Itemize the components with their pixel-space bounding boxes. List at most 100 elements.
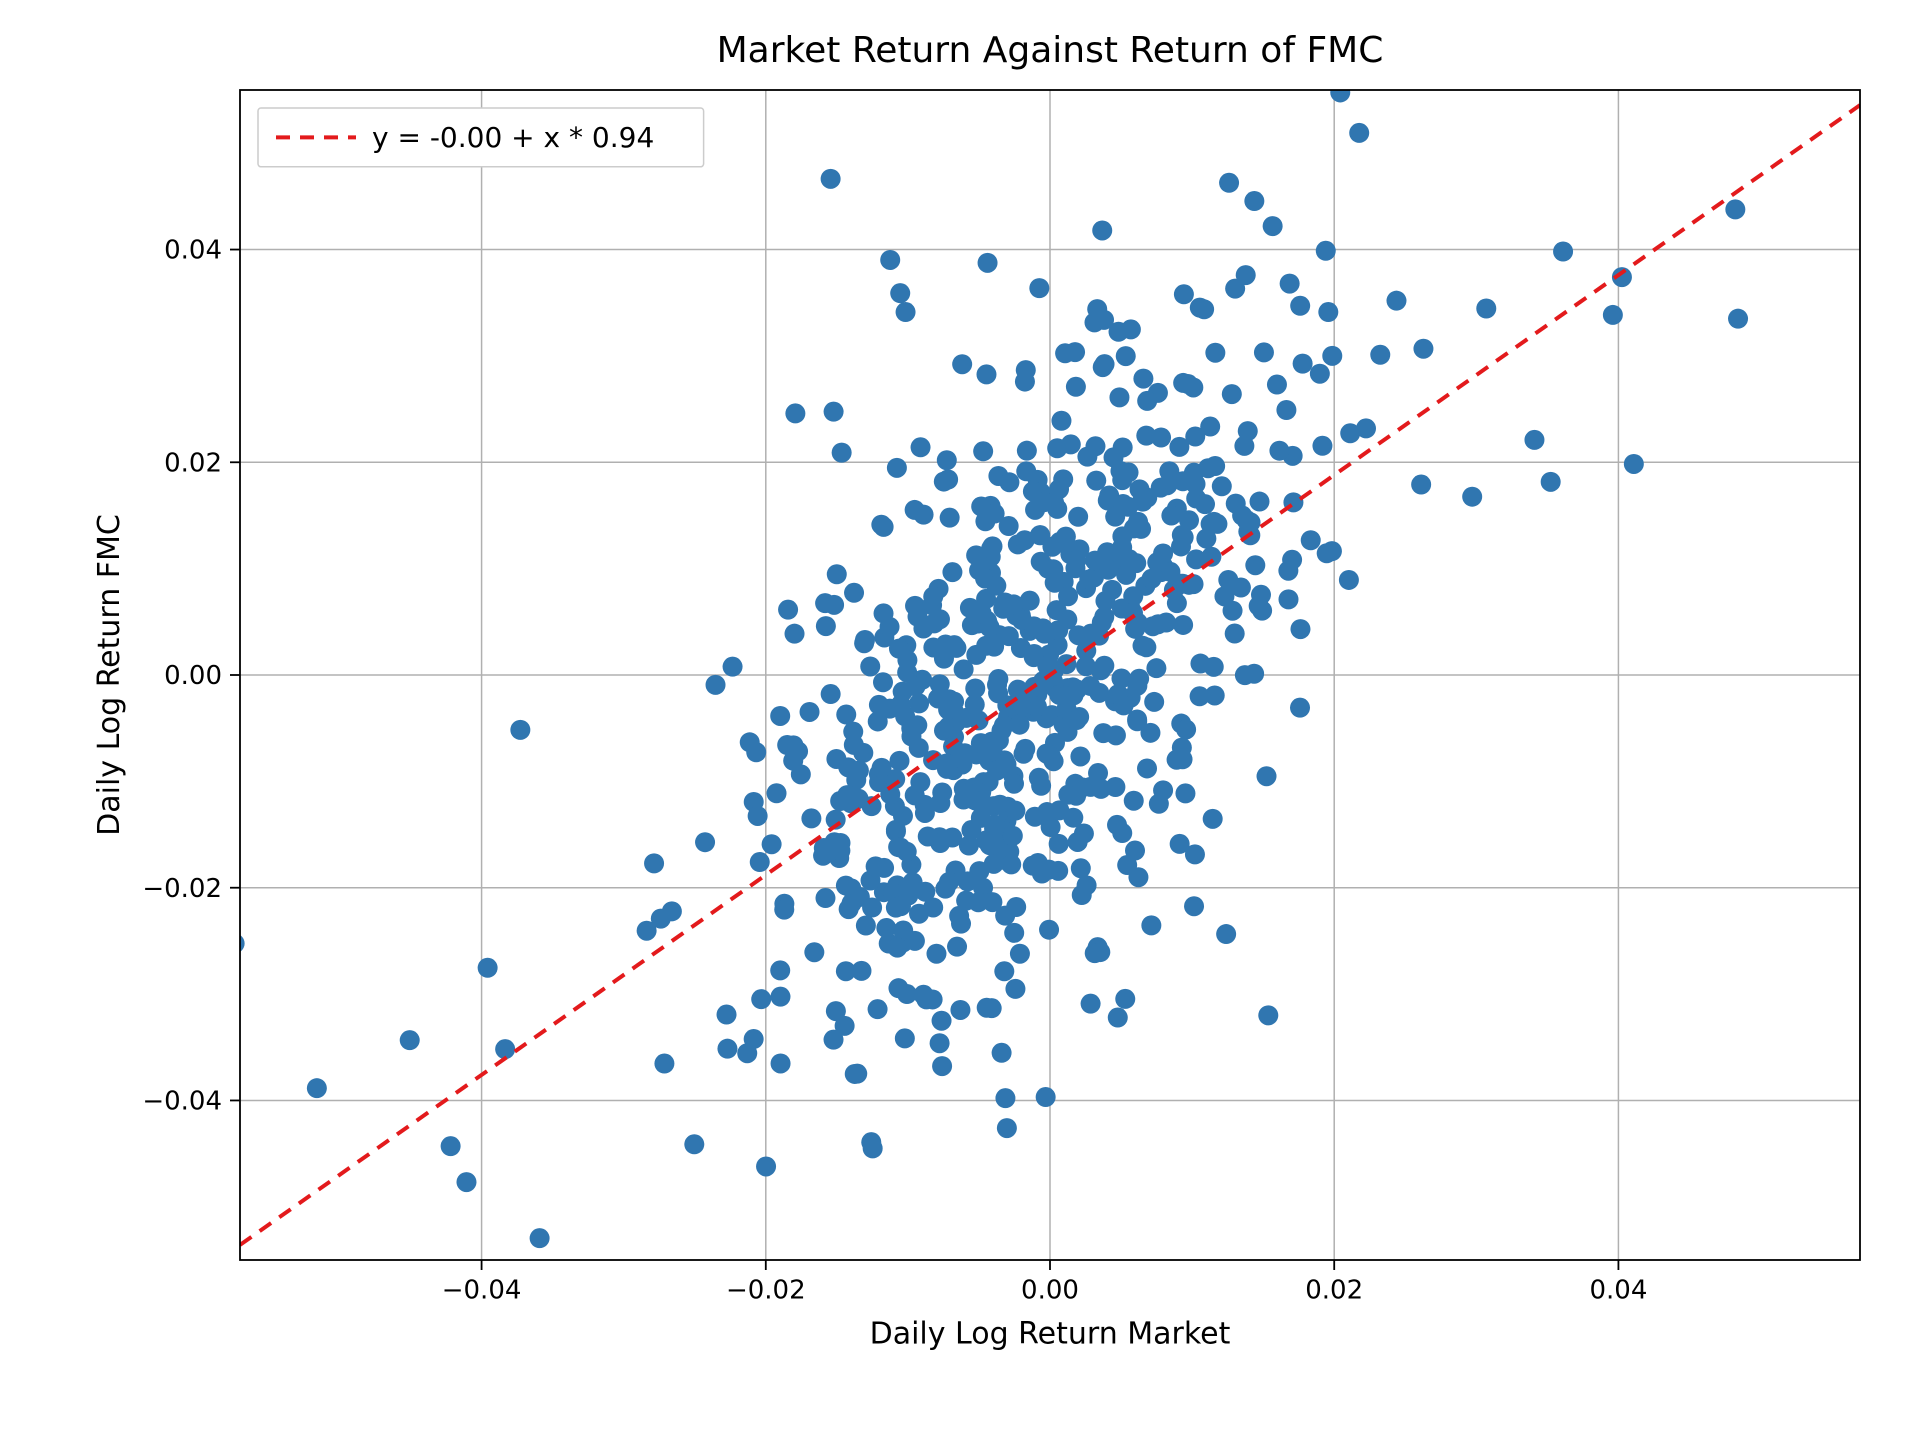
data-point (478, 958, 498, 978)
data-point (1205, 343, 1225, 363)
legend-label: y = -0.00 + x * 0.94 (372, 121, 654, 154)
data-point (1055, 343, 1075, 363)
data-point (1244, 191, 1264, 211)
data-point (1222, 384, 1242, 404)
data-point (1147, 552, 1167, 572)
data-point (767, 783, 787, 803)
data-point (1245, 555, 1265, 575)
data-point (876, 918, 896, 938)
data-point (1071, 858, 1091, 878)
data-point (1254, 342, 1274, 362)
data-point (1318, 302, 1338, 322)
data-point (995, 753, 1015, 773)
data-point (972, 604, 992, 624)
data-point (1015, 739, 1035, 759)
data-point (891, 838, 911, 858)
data-point (1290, 619, 1310, 639)
data-point (905, 500, 925, 520)
data-point (1204, 512, 1224, 532)
data-point (1290, 698, 1310, 718)
data-point (992, 1043, 1012, 1063)
data-point (954, 659, 974, 679)
data-point (1176, 719, 1196, 739)
data-point (930, 1033, 950, 1053)
data-point (1104, 447, 1124, 467)
data-point (1106, 725, 1126, 745)
data-point (815, 843, 835, 863)
data-point (1066, 377, 1086, 397)
data-point (958, 783, 978, 803)
data-point (976, 364, 996, 384)
data-point (1194, 299, 1214, 319)
data-point (1112, 823, 1132, 843)
x-tick-label: 0.04 (1589, 1276, 1647, 1306)
data-point (1293, 354, 1313, 374)
data-point (815, 593, 835, 613)
data-point (441, 1136, 461, 1156)
data-point (913, 619, 933, 639)
data-point (880, 250, 900, 270)
data-point (1624, 454, 1644, 474)
data-point (1049, 834, 1069, 854)
data-point (717, 1039, 737, 1059)
data-point (982, 892, 1002, 912)
data-point (1114, 695, 1134, 715)
scatter-chart: −0.04−0.020.000.020.04−0.04−0.020.000.02… (0, 0, 1920, 1440)
data-point (1205, 456, 1225, 476)
data-point (1004, 774, 1024, 794)
legend: y = -0.00 + x * 0.94 (258, 108, 704, 167)
data-point (1267, 375, 1287, 395)
data-point (1157, 475, 1177, 495)
data-point (1061, 434, 1081, 454)
data-point (785, 624, 805, 644)
data-point (1124, 791, 1144, 811)
y-axis-label: Daily Log Return FMC (92, 514, 127, 836)
data-point (1094, 656, 1114, 676)
data-point (868, 999, 888, 1019)
data-point (889, 751, 909, 771)
data-point (456, 1172, 476, 1192)
data-point (866, 856, 886, 876)
data-point (783, 735, 803, 755)
data-point (723, 657, 743, 677)
data-point (1282, 550, 1302, 570)
data-point (935, 879, 955, 899)
data-point (1036, 1087, 1056, 1107)
data-point (654, 1054, 674, 1074)
data-point (861, 1132, 881, 1152)
data-point (737, 1043, 757, 1063)
data-point (1276, 400, 1296, 420)
data-point (1091, 779, 1111, 799)
data-point (1340, 423, 1360, 443)
data-point (1386, 291, 1406, 311)
data-point (1173, 373, 1193, 393)
x-tick-label: 0.00 (1021, 1276, 1079, 1306)
data-point (856, 916, 876, 936)
data-point (1003, 594, 1023, 614)
data-point (1057, 610, 1077, 630)
data-point (940, 508, 960, 528)
data-point (1312, 436, 1332, 456)
data-point (1093, 357, 1113, 377)
data-point (1148, 614, 1168, 634)
data-point (821, 684, 841, 704)
data-point (1476, 299, 1496, 319)
data-point (770, 987, 790, 1007)
data-point (1316, 241, 1336, 261)
data-point (999, 472, 1019, 492)
data-point (897, 650, 917, 670)
data-point (1203, 809, 1223, 829)
data-point (1603, 305, 1623, 325)
data-point (1092, 220, 1112, 240)
data-point (1173, 749, 1193, 769)
y-tick-label: 0.00 (164, 661, 222, 691)
data-point (896, 302, 916, 322)
y-tick-label: 0.02 (164, 448, 222, 478)
data-point (938, 700, 958, 720)
data-point (1010, 715, 1030, 735)
data-point (1175, 783, 1195, 803)
data-point (1094, 310, 1114, 330)
data-point (1049, 479, 1069, 499)
data-point (906, 676, 926, 696)
data-point (851, 961, 871, 981)
